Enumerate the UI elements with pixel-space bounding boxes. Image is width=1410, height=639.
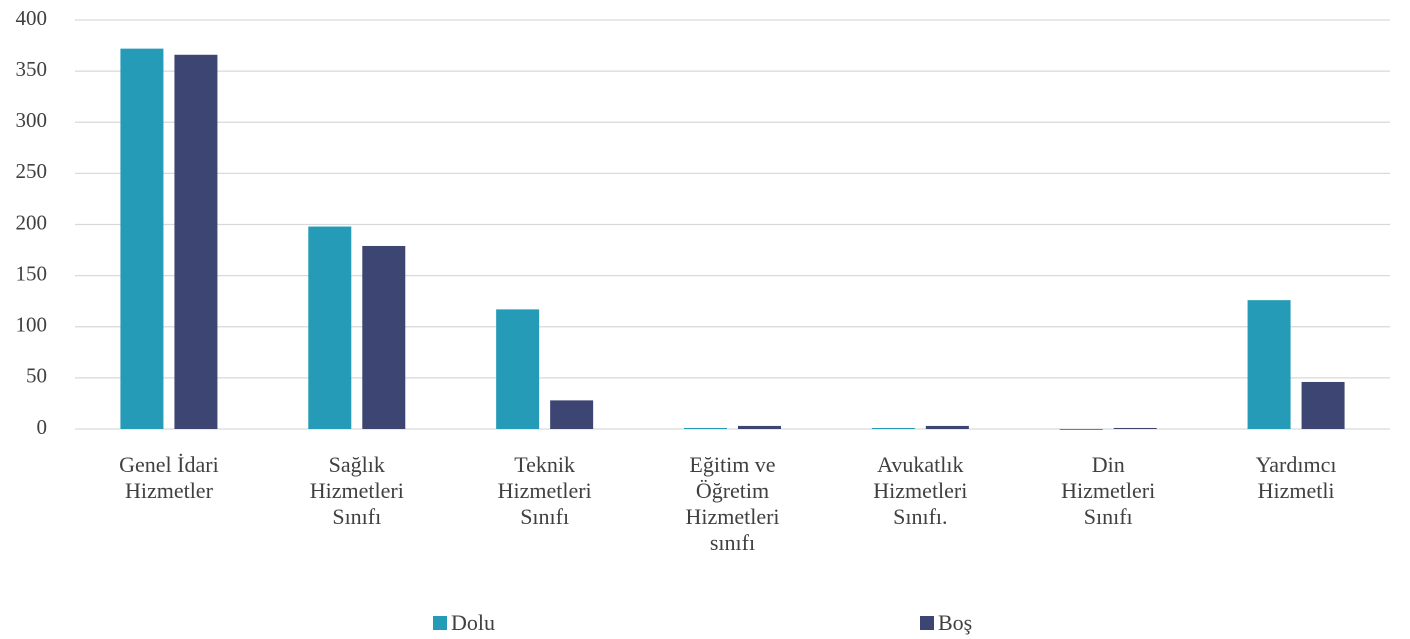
x-tick-label: Yardımcı Hizmetli bbox=[1255, 452, 1337, 503]
bar bbox=[120, 48, 164, 429]
bar bbox=[1247, 300, 1291, 429]
x-tick-label: Avukatlık Hizmetleri Sınıfı. bbox=[873, 452, 968, 529]
bar bbox=[871, 427, 915, 429]
bar bbox=[362, 245, 406, 429]
y-tick-label: 250 bbox=[16, 159, 48, 183]
y-tick-label: 0 bbox=[37, 415, 48, 439]
x-tick-label: Din Hizmetleri Sınıfı bbox=[1061, 452, 1156, 529]
bar bbox=[174, 54, 218, 429]
legend-swatch bbox=[920, 616, 934, 630]
y-tick-label: 350 bbox=[16, 57, 48, 81]
y-tick-label: 150 bbox=[16, 261, 48, 285]
bar bbox=[550, 400, 594, 429]
legend-item: Dolu bbox=[433, 610, 495, 636]
y-tick-label: 400 bbox=[16, 6, 48, 30]
bar bbox=[1059, 429, 1103, 430]
bar bbox=[684, 427, 727, 429]
x-tick-label: Genel İdari Hizmetler bbox=[119, 452, 219, 503]
y-tick-label: 200 bbox=[16, 210, 48, 234]
y-tick-label: 300 bbox=[16, 108, 48, 132]
legend-item: Boş bbox=[920, 610, 972, 636]
y-tick-label: 100 bbox=[16, 313, 48, 337]
x-tick-label: Eğitim ve Öğretim Hizmetleri sınıfı bbox=[685, 452, 780, 555]
x-tick-label: Teknik Hizmetleri Sınıfı bbox=[497, 452, 592, 529]
x-tick-label: Sağlık Hizmetleri Sınıfı bbox=[309, 452, 404, 529]
bar bbox=[496, 309, 540, 429]
bar bbox=[738, 425, 781, 429]
bar bbox=[308, 226, 352, 429]
y-tick-label: 50 bbox=[26, 364, 47, 388]
legend-swatch bbox=[433, 616, 447, 630]
bar bbox=[1113, 427, 1157, 429]
legend-label: Dolu bbox=[451, 610, 495, 635]
bar bbox=[1301, 381, 1345, 429]
legend-label: Boş bbox=[938, 610, 973, 635]
bar bbox=[925, 425, 969, 429]
